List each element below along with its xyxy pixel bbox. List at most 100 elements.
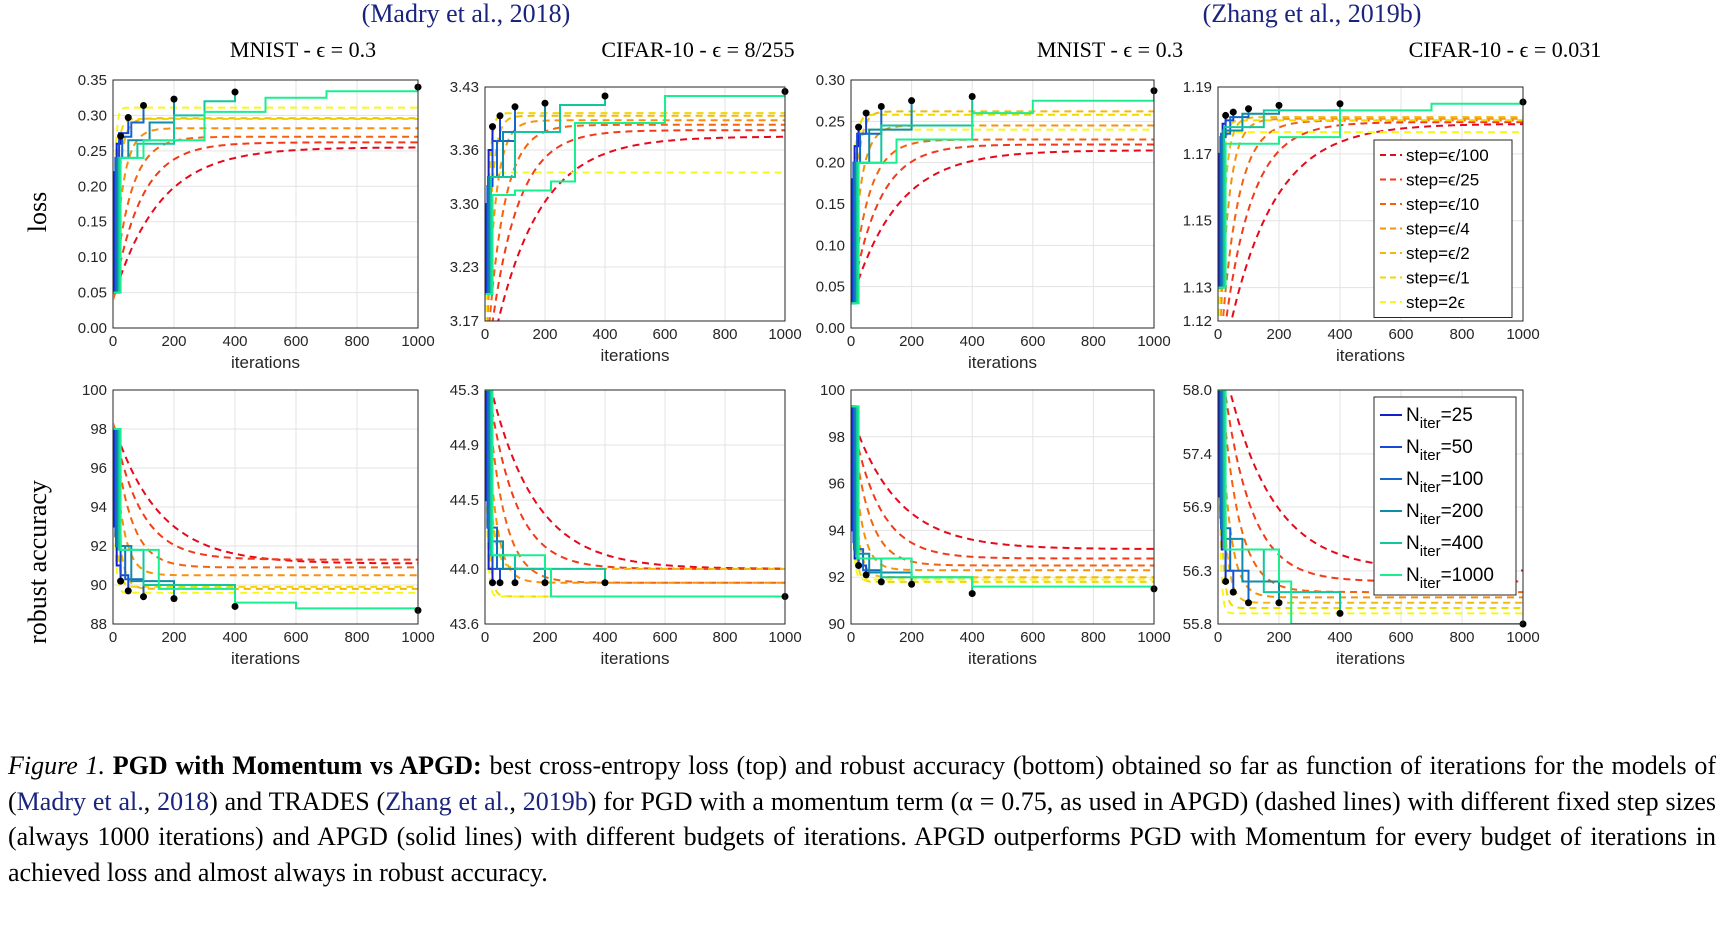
caption-cite-madry[interactable]: Madry et al.: [16, 786, 144, 816]
x-tick-label: 600: [652, 326, 677, 343]
legend-box: [1373, 396, 1517, 596]
y-tick-label: 1.17: [1183, 146, 1212, 163]
apgd-curve-1000: [851, 405, 1154, 589]
pgd-curve-6: [1218, 131, 1523, 321]
x-tick-label: 400: [592, 326, 617, 343]
x-tick-label: 0: [109, 629, 117, 646]
axes-frame: [484, 389, 786, 625]
y-tick-label: 0.10: [816, 237, 845, 254]
apgd-endpoint-200: [1275, 101, 1283, 109]
apgd-endpoint-25: [1222, 577, 1230, 585]
x-tick-label: 1000: [1137, 333, 1170, 350]
axes-frame: [112, 79, 419, 329]
caption-text-3: ) for PGD with a momentum term (α = 0.75…: [8, 786, 1717, 887]
apgd-endpoint-50: [496, 112, 504, 120]
x-tick-label: 400: [960, 629, 985, 646]
y-tick-label: 0.30: [78, 107, 107, 124]
y-tick-label: 45.3: [450, 382, 479, 399]
y-tick-label: 94: [90, 499, 107, 516]
y-tick-label: 92: [828, 569, 845, 586]
apgd-curve-1000: [113, 87, 418, 294]
x-axis-label: iterations: [968, 649, 1037, 668]
y-tick-label: 3.17: [450, 313, 479, 330]
pgd-curve-2: [851, 138, 1154, 304]
legend-step-label: step=ϵ/10: [1406, 195, 1479, 214]
axes-frame: [850, 79, 1155, 329]
y-tick-label: 0.05: [78, 285, 107, 302]
x-tick-label: 800: [344, 629, 369, 646]
x-tick-label: 200: [1266, 629, 1291, 646]
apgd-endpoint-50: [1229, 108, 1237, 116]
x-tick-label: 400: [1327, 629, 1352, 646]
pgd-curve-1: [491, 129, 785, 321]
y-tick-label: 0.20: [78, 178, 107, 195]
apgd-endpoint-25: [489, 123, 496, 131]
apgd-endpoint-50: [496, 579, 504, 587]
y-tick-label: 0.35: [78, 72, 107, 89]
caption-cite-madry-year[interactable]: 2018: [157, 786, 210, 816]
x-tick-label: 600: [652, 629, 677, 646]
caption-text-2: ) and TRADES (: [209, 786, 386, 816]
x-tick-label: 1000: [1506, 629, 1539, 646]
pgd-curve-3: [1219, 390, 1523, 599]
y-tick-label: 58.0: [1183, 382, 1212, 399]
apgd-curve-1000: [851, 90, 1154, 305]
x-tick-label: 800: [344, 333, 369, 350]
pgd-curve-3: [113, 423, 418, 577]
apgd-curve-200: [113, 99, 175, 294]
apgd-endpoint-50: [862, 571, 870, 579]
group-header-left: (Madry et al., 2018): [362, 0, 571, 28]
x-tick-label: 1000: [768, 326, 801, 343]
group-header-right: (Zhang et al., 2019b): [1203, 0, 1422, 28]
legend-niter-label: Niter=100: [1406, 469, 1483, 496]
y-tick-label: 0.20: [816, 155, 845, 172]
figure: (Madry et al., 2018) (Zhang et al., 2019…: [23, 0, 1601, 668]
x-tick-label: 600: [1388, 629, 1413, 646]
caption-cite-zhang-year[interactable]: 2019b: [522, 786, 588, 816]
y-tick-label: 0.25: [78, 143, 107, 160]
panel-zhang-mnist-loss: 0 200 400 600 800 1000 0.00 0.05 0.10 0.15 0.20 0.2…: [816, 72, 1171, 372]
pgd-curve-4: [485, 114, 785, 321]
pgd-curve-1: [113, 422, 418, 561]
legend-niter-label: Niter=1000: [1406, 565, 1494, 592]
pgd-curve-5: [1218, 390, 1523, 609]
y-tick-label: 90: [90, 577, 107, 594]
x-axis-label: iterations: [1336, 346, 1405, 365]
x-tick-label: 600: [283, 333, 308, 350]
pgd-curve-0: [851, 149, 1154, 304]
y-tick-label: 56.9: [1183, 499, 1212, 516]
plot-area: [851, 390, 1154, 624]
apgd-endpoint-100: [877, 102, 885, 110]
legend-step-label: step=ϵ/100: [1406, 146, 1489, 165]
x-tick-label: 400: [592, 629, 617, 646]
x-axis-label: iterations: [968, 353, 1037, 372]
caption-cite-zhang[interactable]: Zhang et al.: [385, 786, 510, 816]
plot-area: [485, 390, 785, 624]
axes-frame: [484, 86, 786, 322]
x-tick-label: 800: [1081, 629, 1106, 646]
apgd-endpoint-25: [117, 577, 125, 585]
apgd-endpoint-100: [511, 579, 519, 587]
pgd-curve-6: [851, 413, 1154, 581]
y-tick-label: 44.0: [450, 561, 479, 578]
y-tick-label: 0.00: [78, 320, 107, 337]
apgd-endpoint-25: [855, 123, 863, 131]
x-tick-label: 200: [1266, 326, 1291, 343]
x-tick-label: 800: [712, 629, 737, 646]
y-tick-label: 0.25: [816, 113, 845, 130]
y-tick-label: 0.10: [78, 249, 107, 266]
pgd-curve-0: [851, 413, 1154, 550]
y-tick-label: 1.13: [1183, 280, 1212, 297]
legend-step-label: step=ϵ/1: [1406, 269, 1470, 288]
caption-text-1: best cross-entropy loss (top) and robust…: [8, 751, 1716, 816]
panel-title-1: MNIST - ϵ = 0.3: [230, 37, 376, 62]
x-tick-label: 400: [1327, 326, 1352, 343]
y-tick-label: 3.23: [450, 259, 479, 276]
y-tick-label: 94: [828, 522, 845, 539]
pgd-curve-5: [1218, 119, 1523, 321]
apgd-endpoint-50: [1229, 588, 1237, 596]
pgd-curve-0: [490, 390, 785, 570]
x-tick-label: 200: [161, 629, 186, 646]
x-tick-label: 400: [960, 333, 985, 350]
panel-madry-cifar-acc: 0 200 400 600 800 1000 43.6 44.0 44.5 44.9 45.3 ite…: [450, 382, 802, 668]
